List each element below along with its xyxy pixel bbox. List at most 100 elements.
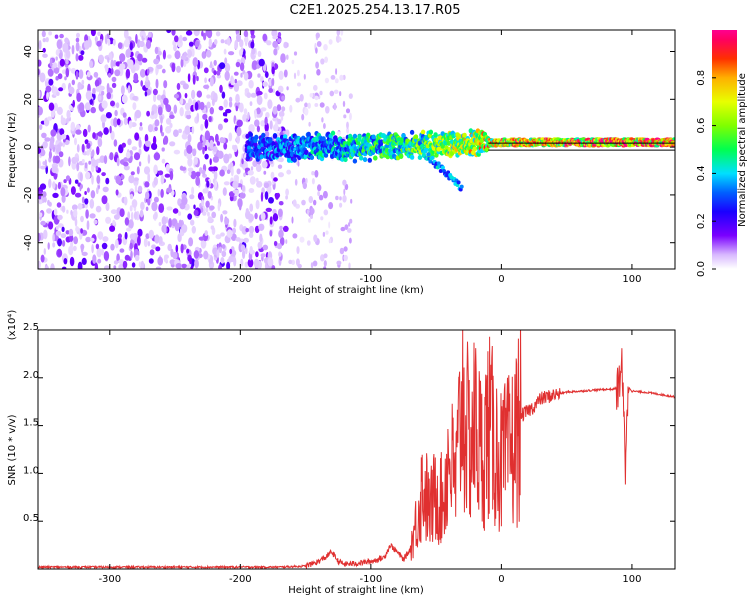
spectrogram-cell <box>256 125 260 133</box>
spectrogram-cell <box>147 172 151 183</box>
spectrogram-cell <box>426 152 431 157</box>
spectrogram-cell <box>216 249 220 258</box>
spectrogram-cell <box>48 201 52 207</box>
spectrogram-cell <box>110 209 117 215</box>
spectrogram-cell <box>50 109 56 118</box>
spectrogram-cell <box>276 104 282 112</box>
spectrogram-cell <box>155 78 159 89</box>
spectrogram-cell <box>316 41 322 47</box>
spectrogram-cell <box>323 44 328 51</box>
spectrogram-cell <box>210 225 215 230</box>
spectrogram-cell <box>220 232 225 237</box>
spectrogram-cell <box>44 265 49 269</box>
spectrogram-cell <box>243 71 249 81</box>
spectrogram-cell <box>344 224 349 231</box>
spectrogram-cell <box>279 236 285 246</box>
spectrogram-cell <box>38 199 43 205</box>
spectrogram-cell <box>101 90 105 96</box>
spectrogram-cell <box>352 133 358 139</box>
spectrogram-cell <box>342 100 346 107</box>
spectrogram-cell <box>130 171 135 176</box>
spectrogram-cell <box>252 160 258 168</box>
spectrogram-cell <box>328 221 331 229</box>
spectrogram-cell <box>323 266 327 269</box>
spectrogram-cell <box>270 171 275 180</box>
spectrogram-cell <box>282 225 289 232</box>
spectrogram-cell <box>85 171 91 180</box>
spectrogram-cell <box>233 144 238 153</box>
spectrogram-cell <box>262 33 268 42</box>
spectrogram-cell <box>315 32 320 39</box>
spectrogram-cell <box>84 198 89 205</box>
spectrogram-cell <box>132 102 137 110</box>
spectrogram-cell <box>48 150 53 159</box>
spectrogram-cell <box>240 258 244 267</box>
spectrogram-cell <box>61 205 66 213</box>
spectrogram-cell <box>204 77 208 84</box>
spectrogram-cell <box>62 69 66 74</box>
spectrogram-cell <box>84 102 91 111</box>
spectrogram-cell <box>217 123 223 131</box>
spectrogram-cell <box>272 133 278 139</box>
spectrogram-cell <box>315 47 318 54</box>
spectrogram-cell <box>253 119 260 127</box>
spectrogram-cell <box>291 59 295 65</box>
spectrogram-cell <box>55 225 59 231</box>
spectrogram-cell <box>154 234 160 244</box>
spectrogram-cell <box>78 102 85 113</box>
spectrogram-cell <box>90 190 96 199</box>
spectrogram-cell <box>236 33 241 42</box>
spectrogram-cell <box>101 100 108 109</box>
spectrogram-cell <box>277 38 282 43</box>
spectrogram-cell <box>173 104 178 114</box>
spectrogram-cell <box>222 112 227 117</box>
spectrogram-cell <box>148 258 154 264</box>
spectrogram-cell <box>293 72 297 80</box>
spectrogram-cell <box>99 155 106 163</box>
spectrogram-cell <box>417 155 423 160</box>
spectrogram-cell <box>268 88 274 93</box>
spectrogram-cell <box>189 257 192 265</box>
spectrogram-cell <box>158 222 162 227</box>
spectrogram-cell <box>278 70 284 81</box>
spectrogram-cell <box>200 238 207 249</box>
spectrogram-cell <box>110 243 115 251</box>
spectrogram-cell <box>43 229 48 240</box>
spectrogram-cell <box>280 53 286 63</box>
spectrogram-cell <box>253 258 260 269</box>
spectrogram-cell <box>131 262 136 268</box>
spectrogram-cell <box>74 137 77 146</box>
spectrogram-cell <box>279 126 282 134</box>
spectrogram-cell <box>112 219 116 226</box>
spectrogram-cell <box>134 132 140 141</box>
spectrogram-cell <box>171 190 175 196</box>
spectrogram-cell <box>180 97 184 105</box>
spectrogram-cell <box>39 183 47 190</box>
spectrogram-cell <box>86 220 90 231</box>
spectrogram-cell <box>373 155 378 161</box>
spectrogram-cell <box>47 242 50 250</box>
spectrogram-cell <box>249 203 254 212</box>
spectrogram-cell <box>110 130 115 141</box>
spectrogram-cell <box>232 227 237 234</box>
spectrogram-cell <box>75 70 79 80</box>
spectrogram-cell <box>38 260 41 269</box>
spectrogram-cell <box>96 146 100 156</box>
spectrogram-cell <box>347 228 352 233</box>
spectrogram-cell <box>292 199 297 207</box>
spectrogram-cell <box>208 205 215 211</box>
spectrogram-cell <box>140 201 145 211</box>
spectrogram-cell <box>187 157 193 167</box>
spectrogram-cell <box>97 258 102 264</box>
spectrogram-cell <box>111 76 117 82</box>
spectrogram-cell <box>237 198 243 208</box>
spectrogram-cell <box>346 121 349 129</box>
spectrogram-cell <box>166 30 172 34</box>
spectrogram-cell <box>343 188 346 196</box>
spectrogram-cell <box>279 225 283 231</box>
spectrogram-cell <box>68 228 74 237</box>
spectrogram-cell <box>59 58 65 67</box>
spectrogram-cell <box>359 155 364 161</box>
spectrogram-cell <box>324 77 329 84</box>
spectrogram-cell <box>229 248 233 255</box>
